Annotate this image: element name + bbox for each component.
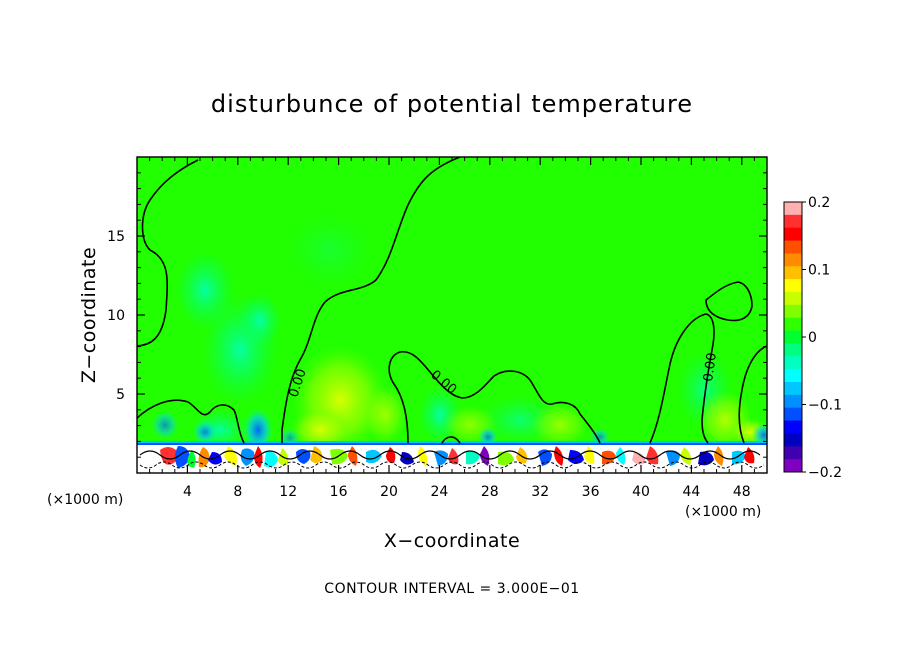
x-tick-label: 24 — [430, 484, 448, 500]
x-tick-label: 28 — [481, 484, 499, 500]
contour-line — [137, 159, 199, 347]
colorbar-swatch — [784, 343, 802, 357]
x-tick-label: 44 — [682, 484, 700, 500]
field-region-blue — [193, 420, 217, 444]
colorbar-tick-label: 0.2 — [808, 195, 830, 211]
x-tick-label: 4 — [183, 484, 192, 500]
colorbar — [784, 202, 802, 473]
colorbar-swatch — [784, 330, 802, 344]
x-unit-left: (×1000 m) — [47, 492, 123, 508]
colorbar-swatch — [784, 214, 802, 229]
x-tick-label: 12 — [279, 484, 297, 500]
contour-line — [705, 281, 753, 322]
x-tick-label: 32 — [531, 484, 549, 500]
colorbar-swatch — [784, 240, 802, 254]
y-tick-label: 15 — [107, 229, 125, 245]
colorbar-swatch — [784, 253, 802, 267]
colorbar-swatch — [784, 433, 802, 447]
chart-title: disturbunce of potential temperature — [211, 90, 693, 118]
field-region-yellow — [530, 403, 590, 447]
colorbar-swatch — [784, 317, 802, 332]
colorbar-swatch — [784, 407, 802, 422]
boundary-layer — [137, 441, 767, 473]
colorbar-swatch — [784, 356, 802, 370]
x-tick-label: 48 — [733, 484, 751, 500]
x-tick-label: 16 — [330, 484, 348, 500]
field: 0.00 0.00 0.00 — [137, 157, 767, 473]
x-unit-right: (×1000 m) — [685, 504, 761, 520]
colorbar-swatch — [784, 394, 802, 409]
y-axis-label: Z−coordinate — [78, 247, 100, 383]
colorbar-tick-label: 0 — [808, 330, 817, 346]
y-axis: 5 10 15 — [107, 172, 767, 458]
colorbar-tick-label: −0.1 — [808, 398, 842, 414]
colorbar-swatch — [784, 292, 802, 306]
x-axis: 4 8 12 16 20 24 28 32 36 40 44 48 — [149, 157, 755, 500]
x-tick-label: 8 — [233, 484, 242, 500]
field-region-yellow — [363, 385, 407, 445]
contours — [137, 157, 767, 444]
contour-interval: CONTOUR INTERVAL = 3.000E−01 — [324, 581, 579, 597]
contour-label: 0.00 — [701, 352, 720, 383]
colorbar-swatch — [784, 202, 802, 216]
colorbar-swatch — [784, 382, 802, 396]
colorbar-swatch — [784, 369, 802, 383]
y-tick-label: 10 — [107, 308, 125, 324]
y-tick-label: 5 — [116, 387, 125, 403]
x-tick-label: 20 — [380, 484, 398, 500]
colorbar-ticks: 0.2 0.1 0 −0.1 −0.2 — [802, 195, 842, 481]
x-axis-label: X−coordinate — [384, 530, 520, 552]
contour-line — [441, 436, 461, 444]
colorbar-swatch — [784, 420, 802, 434]
colorbar-swatch — [784, 266, 802, 280]
contour-line — [137, 399, 245, 444]
colorbar-swatch — [784, 459, 802, 473]
colorbar-swatch — [784, 304, 802, 319]
contour-line — [281, 157, 461, 443]
field-region-cyan — [285, 210, 375, 290]
contour-line — [388, 350, 601, 444]
contour-line — [649, 313, 715, 444]
x-tick-label: 36 — [582, 484, 600, 500]
colorbar-swatch — [784, 446, 802, 460]
colorbar-tick-label: −0.2 — [808, 465, 842, 481]
contour-line — [738, 345, 767, 444]
colorbar-swatch — [784, 279, 802, 293]
colorbar-tick-label: 0.1 — [808, 263, 830, 279]
colorbar-swatch — [784, 227, 802, 242]
field-region-cyan — [238, 292, 282, 348]
field-region-blue — [151, 410, 179, 440]
x-tick-label: 40 — [632, 484, 650, 500]
